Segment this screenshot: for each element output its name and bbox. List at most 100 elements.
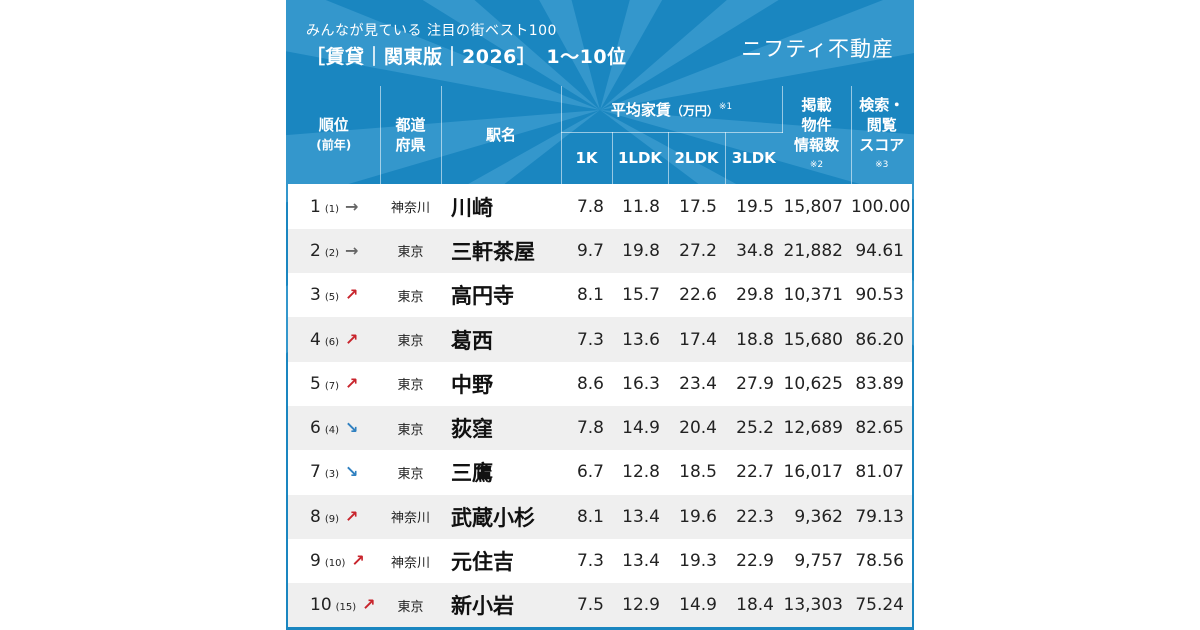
rank-cell: 5 (7) ↗ [288,362,380,406]
rank-number: 5 [310,373,321,394]
rent-1k: 7.3 [576,329,604,350]
previous-rank: (6) [324,336,339,348]
rent-3ldk: 19.5 [736,196,774,217]
table-row: 5 (7) ↗ 東京 中野 8.6 16.3 23.4 27.9 10,625 83.89 [288,361,912,406]
rank-cell: 4 (6) ↗ [288,317,380,361]
station-name: 川崎 [451,195,493,220]
rent-2ldk: 19.3 [679,551,717,572]
search-score: 79.13 [855,506,904,527]
previous-rank: (3) [324,469,339,481]
rank-number: 3 [310,285,321,306]
rent-1k: 8.6 [576,373,604,394]
col-header-1k: 1K [561,132,613,185]
station-name: 三軒茶屋 [451,239,535,264]
station-name: 荻窪 [451,417,493,442]
rank-cell: 1 (1) → [288,184,380,229]
previous-rank: (10) [324,558,346,570]
col-header-1ldk: 1LDK [612,132,669,185]
rent-1k: 7.3 [576,551,604,572]
station-name: 新小岩 [451,594,514,619]
table-row: 3 (5) ↗ 東京 高円寺 8.1 15.7 22.6 29.8 10,371 90.53 [288,273,912,318]
pref-label-line1: 都道 [395,115,426,134]
previous-rank: (4) [324,425,339,437]
prefecture: 東京 [397,599,424,615]
rent-note: ※1 [718,101,733,112]
pref-label-line2: 府県 [395,135,426,154]
rent-unit: （万円） [670,103,719,118]
station-name: 葛西 [451,328,493,353]
prefecture: 東京 [397,378,424,394]
listings-count: 13,303 [783,595,843,616]
rent-1ldk: 12.8 [622,462,660,483]
rent-3ldk: 22.7 [736,462,774,483]
trend-arrow-icon: ↗ [345,285,359,305]
score-note: ※3 [875,159,889,170]
listings-count: 10,371 [783,285,843,306]
rent-label: 平均家賃 [610,100,671,119]
rent-2ldk: 18.5 [679,462,717,483]
listings-count: 9,757 [794,551,843,572]
rent-2ldk: 22.6 [679,285,717,306]
score-label-line2: 閲覧 [866,115,897,134]
rank-cell: 8 (9) ↗ [288,495,380,539]
score-label-line1: 検索・ [859,95,905,114]
listings-label-line2: 物件 [801,115,832,134]
station-name: 元住吉 [451,550,514,575]
rent-3ldk: 29.8 [736,285,774,306]
col-header-score: 検索・ 閲覧 スコア ※3 [851,86,912,185]
table-row: 7 (3) ↘ 東京 三鷹 6.7 12.8 18.5 22.7 16,017 81.07 [288,450,912,495]
rank-number: 7 [310,462,321,483]
prefecture: 神奈川 [390,511,430,527]
rent-1k: 6.7 [576,462,604,483]
rank-cell: 7 (3) ↘ [288,450,380,494]
station-name: 中野 [451,372,493,397]
trend-arrow-icon: ↗ [345,373,359,393]
rent-1ldk: 14.9 [622,418,660,439]
trend-arrow-icon: ↗ [345,329,359,349]
previous-rank: (15) [335,602,357,614]
rent-3ldk: 18.4 [736,595,774,616]
rank-number: 2 [310,240,321,261]
rank-label: 順位 [318,115,349,134]
rent-1k: 9.7 [576,240,604,261]
previous-rank: (2) [324,247,339,259]
listings-label-line1: 掲載 [801,95,832,114]
rent-2ldk: 17.4 [679,329,717,350]
search-score: 90.53 [855,285,904,306]
brand-logo: ニフティ不動産 [741,37,894,61]
listings-count: 10,625 [783,373,843,394]
listings-count: 15,807 [783,196,843,217]
listings-count: 16,017 [783,462,843,483]
table-row: 9 (10) ↗ 神奈川 元住吉 7.3 13.4 19.3 22.9 9,757 78.56 [288,538,912,584]
rank-number: 4 [310,329,321,350]
rent-2ldk: 23.4 [679,373,717,394]
listings-count: 15,680 [783,329,843,350]
col-header-prefecture: 都道 府県 [380,86,442,185]
previous-rank: (5) [324,292,339,304]
table-row: 8 (9) ↗ 神奈川 武蔵小杉 8.1 13.4 19.6 22.3 9,362 79.13 [288,494,912,539]
col-header-avg-rent: 平均家賃（万円）※1 [561,86,783,133]
rent-2ldk: 19.6 [679,506,717,527]
rent-1k: 8.1 [576,506,604,527]
trend-arrow-icon: → [345,240,359,260]
rent-3ldk: 27.9 [736,373,774,394]
search-score: 81.07 [855,462,904,483]
listings-count: 12,689 [783,418,843,439]
table-row: 10 (15) ↗ 東京 新小岩 7.5 12.9 14.9 18.4 13,303 75.24 [288,583,912,628]
rent-1ldk: 13.4 [622,551,660,572]
col-header-listings: 掲載 物件 情報数 ※2 [782,86,852,185]
search-score: 82.65 [855,418,904,439]
listings-label-line3: 情報数 [793,135,839,154]
rent-1ldk: 13.6 [622,329,660,350]
previous-rank: (1) [324,203,339,215]
rent-1ldk: 16.3 [622,373,660,394]
rank-number: 6 [310,418,321,439]
rank-cell: 10 (15) ↗ [288,583,380,627]
score-label-line3: スコア [859,135,905,154]
rent-3ldk: 22.3 [736,506,774,527]
rent-2ldk: 20.4 [679,418,717,439]
col-header-rank: 順位 (前年) [288,86,381,185]
rank-cell: 3 (5) ↗ [288,273,380,317]
search-score: 100.00 [851,196,911,217]
table-row: 2 (2) → 東京 三軒茶屋 9.7 19.8 27.2 34.8 21,882 94.61 [288,228,912,274]
